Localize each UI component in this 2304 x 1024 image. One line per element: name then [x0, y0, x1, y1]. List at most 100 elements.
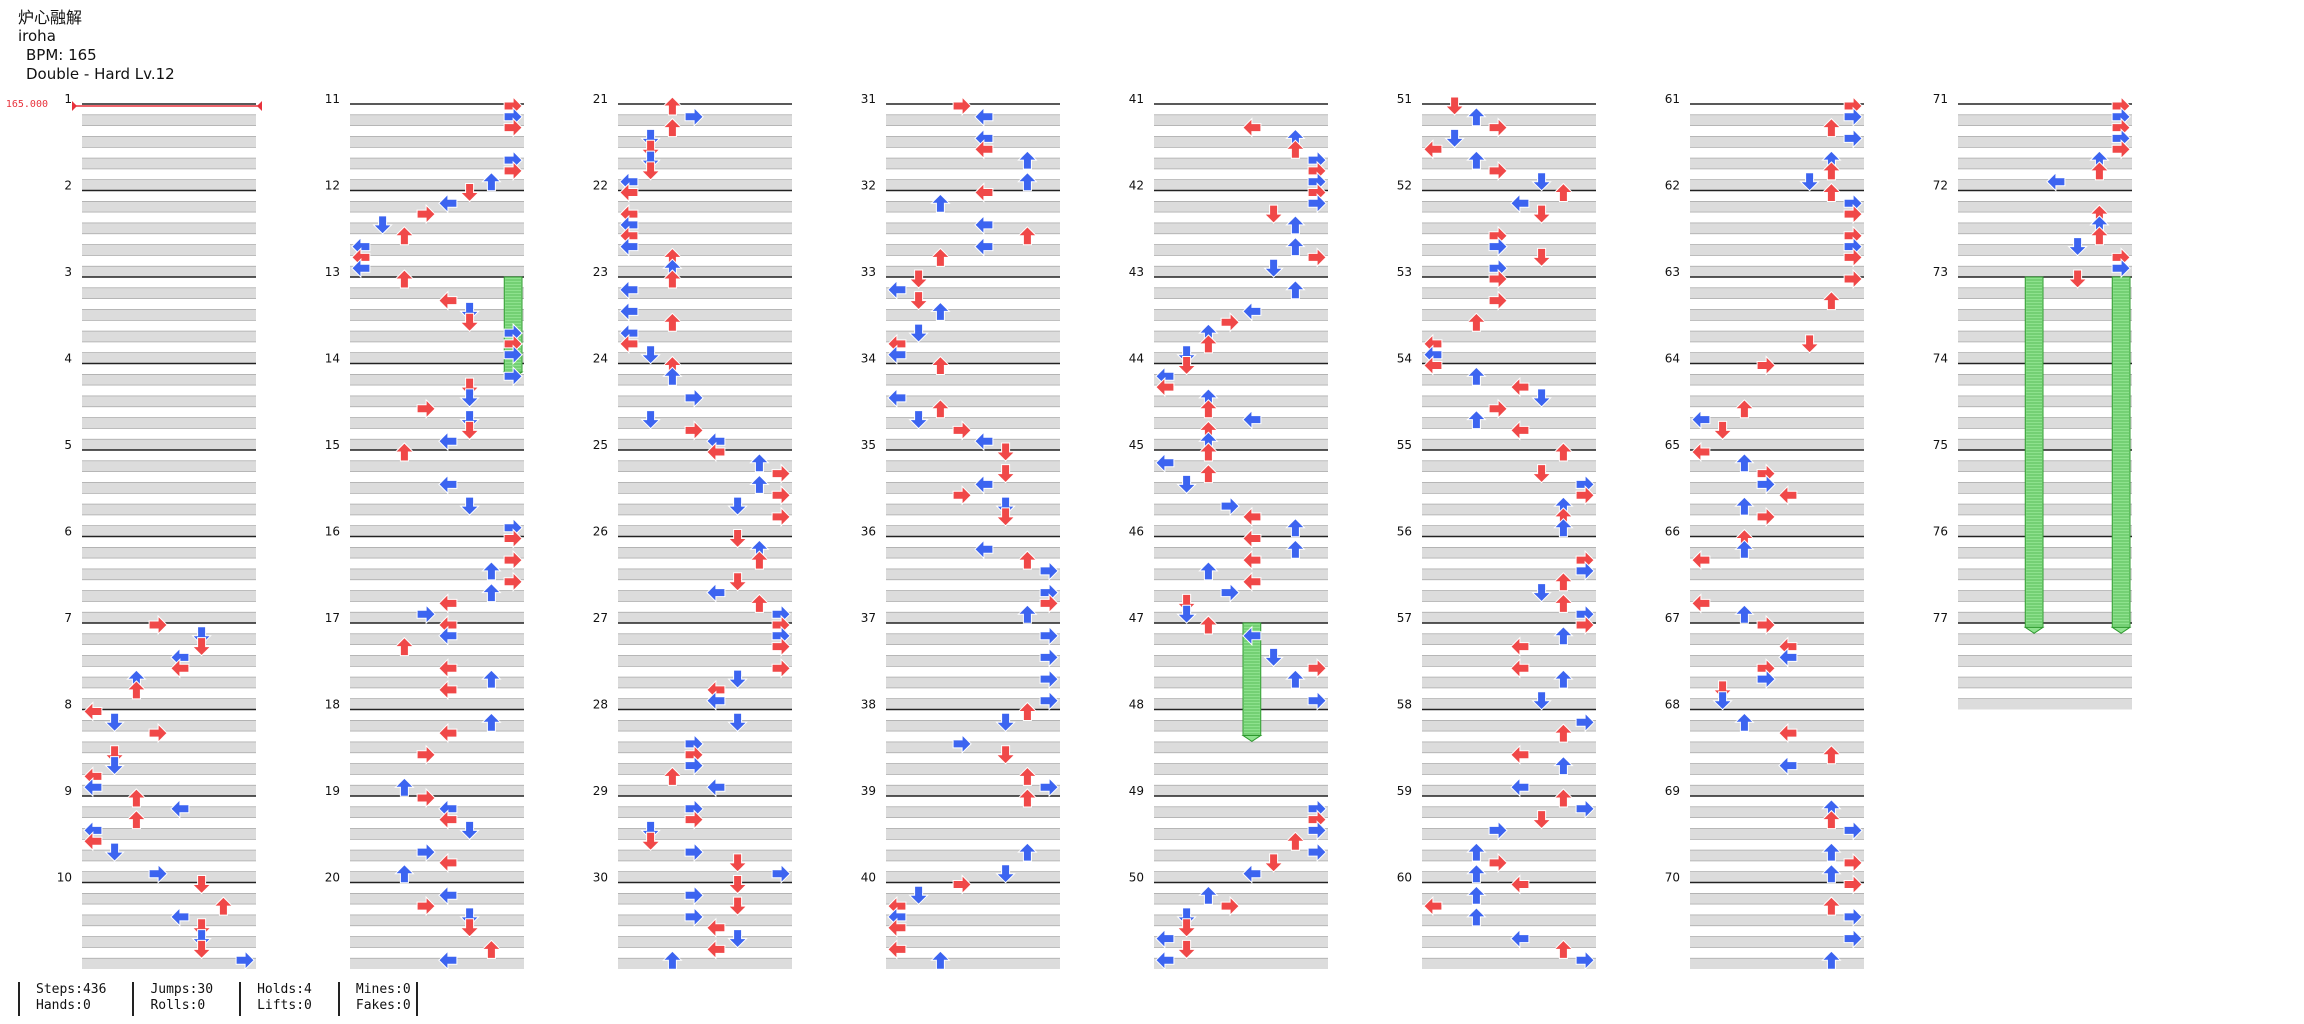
measure-number: 14: [325, 352, 340, 366]
right-arrow-icon: [1843, 928, 1863, 949]
measure-number: 4: [64, 352, 72, 366]
right-arrow-icon: [771, 863, 791, 884]
right-arrow-icon: [1307, 820, 1327, 841]
measure-45: 45: [1129, 438, 1328, 537]
beat-stripe: [1958, 439, 2132, 450]
beat-stripe: [886, 331, 1060, 342]
left-arrow-icon: [1778, 755, 1798, 776]
beat-stripe: [1154, 871, 1328, 883]
measure-number: 22: [593, 179, 608, 193]
beat-stripe: [82, 287, 256, 299]
left-arrow-icon: [1778, 722, 1798, 744]
left-arrow-icon: [619, 301, 639, 322]
beat-stripe: [82, 547, 256, 559]
up-arrow-icon: [930, 355, 951, 375]
beat-stripe: [618, 287, 792, 299]
beat-stripe: [1154, 677, 1328, 688]
beat-stripe: [1958, 547, 2132, 559]
beat-stripe: [1690, 958, 1864, 969]
up-arrow-icon: [1821, 896, 1842, 916]
measure-number: 52: [1397, 179, 1412, 193]
right-arrow-icon: [1575, 485, 1595, 506]
left-arrow-icon: [619, 236, 639, 257]
measure-14: 14: [325, 352, 524, 450]
measure-number: 13: [325, 265, 340, 279]
up-arrow-icon: [662, 269, 683, 289]
beat-stripe: [618, 266, 792, 277]
up-arrow-icon: [1198, 399, 1219, 419]
beat-stripe: [82, 158, 256, 169]
beat-stripe: [350, 309, 524, 321]
beat-stripe: [886, 222, 1060, 234]
down-arrow-icon: [1176, 356, 1197, 376]
beat-stripe: [886, 179, 1060, 191]
beat-stripe: [350, 395, 524, 407]
right-arrow-icon: [503, 117, 523, 138]
beat-stripe: [618, 352, 792, 364]
right-arrow-icon: [1039, 776, 1059, 798]
beat-stripe: [82, 612, 256, 623]
beat-stripe: [1154, 136, 1328, 148]
beat-stripe: [1154, 741, 1328, 753]
measure-number: 38: [861, 698, 876, 712]
beat-stripe: [82, 785, 256, 796]
beat-stripe: [82, 633, 256, 645]
beat-stripe: [1154, 114, 1328, 126]
right-arrow-icon: [1039, 668, 1059, 690]
measure-53: 53: [1397, 265, 1596, 364]
down-arrow-icon: [640, 410, 661, 430]
beat-stripe: [1154, 850, 1328, 861]
right-arrow-icon: [1843, 852, 1863, 874]
measure-3: 3: [64, 265, 256, 364]
beat-stripe: [82, 806, 256, 818]
right-arrow-icon: [1220, 312, 1240, 333]
down-arrow-icon: [104, 756, 125, 776]
right-arrow-icon: [416, 398, 436, 420]
beat-stripe: [1958, 114, 2132, 126]
right-arrow-icon: [1843, 268, 1863, 290]
beat-stripe: [1958, 158, 2132, 169]
beat-stripe: [1958, 374, 2132, 386]
left-arrow-icon: [1691, 593, 1711, 614]
measure-44: 44: [1129, 352, 1328, 450]
beat-stripe: [350, 633, 524, 645]
down-arrow-icon: [1263, 258, 1284, 278]
beat-stripe: [1690, 374, 1864, 386]
left-arrow-icon: [1155, 928, 1175, 949]
left-arrow-icon: [438, 809, 458, 830]
right-arrow-icon: [416, 787, 436, 809]
measure-number: 72: [1933, 179, 1948, 193]
down-arrow-icon: [1444, 96, 1465, 116]
beat-stripe: [1154, 309, 1328, 321]
beat-stripe: [886, 936, 1060, 948]
right-arrow-icon: [1039, 625, 1059, 647]
measure-12: 12: [325, 179, 524, 277]
right-arrow-icon: [1220, 495, 1240, 517]
right-arrow-icon: [684, 387, 704, 409]
measure-77: 77: [1933, 611, 2132, 710]
right-arrow-icon: [503, 528, 523, 549]
beat-stripe: [1690, 309, 1864, 321]
measure-29: 29: [593, 784, 792, 883]
beat-stripe: [1422, 763, 1596, 775]
right-arrow-icon: [1488, 820, 1508, 841]
beat-stripe: [82, 914, 256, 926]
down-arrow-icon: [191, 637, 212, 657]
left-arrow-icon: [438, 430, 458, 452]
measure-41: 41: [1129, 92, 1328, 191]
right-arrow-icon: [1488, 236, 1508, 257]
measure-number: 2: [64, 179, 72, 193]
left-arrow-icon: [1510, 636, 1530, 657]
beat-stripe: [886, 568, 1060, 580]
beat-stripe: [1690, 201, 1864, 213]
beat-stripe: [886, 287, 1060, 299]
beat-stripe: [350, 158, 524, 169]
beat-stripe: [1154, 633, 1328, 645]
measure-number: 50: [1129, 871, 1144, 885]
right-arrow-icon: [148, 614, 168, 636]
right-arrow-icon: [1575, 614, 1595, 636]
beat-stripe: [886, 633, 1060, 645]
beat-stripe: [350, 568, 524, 580]
up-arrow-icon: [481, 669, 502, 689]
up-arrow-icon: [1285, 831, 1306, 851]
